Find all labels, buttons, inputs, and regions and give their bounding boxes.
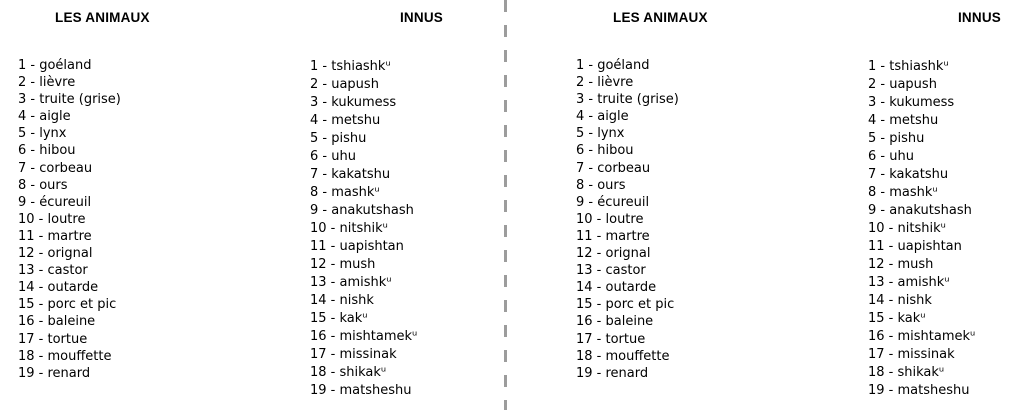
list-item: 17 - missinak (868, 347, 955, 362)
list-item: 5 - pishu (310, 131, 367, 146)
list-item: 7 - corbeau (18, 160, 93, 176)
list-item: 14 - outarde (576, 280, 657, 296)
list-item: 12 - mush (310, 257, 376, 272)
list-item: 17 - tortue (18, 331, 88, 347)
list-item: 15 - porc et pic (576, 297, 675, 313)
list-item: 8 - mashkᵘ (310, 185, 380, 200)
list-item: 19 - matsheshu (868, 383, 970, 398)
innu-animal-list: 1 - tshiashkᵘ 2 - uapush 3 - kukumess 4 - m… (310, 58, 417, 400)
list-item: 12 - orignal (576, 246, 651, 262)
list-item: 4 - aigle (576, 109, 629, 125)
list-item: 9 - écureuil (18, 194, 92, 210)
worksheet-copy-left: LES ANIMAUX INNUS 1 - goéland 2 - lièvre 3… (0, 0, 464, 410)
list-item: 10 - loutre (576, 211, 644, 227)
list-item: 2 - lièvre (18, 75, 76, 91)
list-item: 9 - écureuil (576, 194, 650, 210)
list-item: 18 - shikakᵘ (868, 365, 945, 380)
list-item: 19 - renard (576, 365, 649, 381)
list-item: 4 - metshu (310, 113, 381, 128)
list-item: 6 - uhu (310, 149, 356, 164)
list-item: 4 - aigle (18, 109, 71, 125)
list-item: 10 - nitshikᵘ (868, 221, 946, 236)
list-item: 18 - mouffette (576, 348, 670, 364)
worksheet-copy-right: LES ANIMAUX INNUS 1 - goéland 2 - lièvre 3… (558, 0, 1022, 410)
list-item: 8 - mashkᵘ (868, 185, 938, 200)
list-item: 9 - anakutshash (868, 203, 972, 218)
innu-column-header: INNUS (957, 10, 1001, 25)
list-item: 9 - anakutshash (310, 203, 414, 218)
list-item: 14 - outarde (18, 280, 99, 296)
list-item: 8 - ours (576, 177, 626, 193)
list-item: 3 - truite (grise) (576, 92, 679, 108)
list-item: 17 - missinak (310, 347, 397, 362)
innu-column-header: INNUS (399, 10, 443, 25)
list-item: 2 - uapush (868, 77, 937, 92)
list-item: 13 - castor (18, 263, 88, 279)
list-item: 5 - lynx (18, 126, 67, 142)
list-item: 11 - martre (18, 228, 92, 244)
list-item: 8 - ours (18, 177, 68, 193)
list-item: 1 - tshiashkᵘ (868, 59, 949, 74)
list-item: 11 - martre (576, 228, 650, 244)
list-item: 19 - matsheshu (310, 383, 412, 398)
list-item: 12 - orignal (18, 246, 93, 262)
list-item: 16 - mishtamekᵘ (868, 329, 976, 344)
list-item: 16 - mishtamekᵘ (310, 329, 418, 344)
list-item: 13 - amishkᵘ (310, 275, 392, 290)
list-item: 10 - nitshikᵘ (310, 221, 388, 236)
list-item: 5 - lynx (576, 126, 625, 142)
list-item: 4 - metshu (868, 113, 939, 128)
list-item: 16 - baleine (576, 314, 654, 330)
list-item: 5 - pishu (868, 131, 925, 146)
french-column-header: LES ANIMAUX (613, 10, 708, 25)
list-item: 11 - uapishtan (310, 239, 404, 254)
list-item: 13 - amishkᵘ (868, 275, 950, 290)
list-item: 2 - lièvre (576, 75, 634, 91)
list-item: 1 - goéland (576, 58, 650, 73)
list-item: 19 - renard (18, 365, 91, 381)
list-item: 1 - goéland (18, 58, 92, 73)
dashed-cut-line (504, 0, 507, 410)
list-item: 6 - uhu (868, 149, 914, 164)
list-item: 15 - porc et pic (18, 297, 117, 313)
french-column-header: LES ANIMAUX (55, 10, 150, 25)
french-animal-list: 1 - goéland 2 - lièvre 3 - truite (grise) 4… (576, 57, 679, 382)
list-item: 15 - kakᵘ (310, 311, 368, 326)
list-item: 7 - kakatshu (868, 167, 949, 182)
list-item: 6 - hibou (18, 143, 76, 159)
list-item: 7 - corbeau (576, 160, 651, 176)
list-item: 12 - mush (868, 257, 934, 272)
list-item: 11 - uapishtan (868, 239, 962, 254)
list-item: 17 - tortue (576, 331, 646, 347)
list-item: 16 - baleine (18, 314, 96, 330)
list-item: 3 - truite (grise) (18, 92, 121, 108)
list-item: 15 - kakᵘ (868, 311, 926, 326)
list-item: 2 - uapush (310, 77, 379, 92)
list-item: 18 - shikakᵘ (310, 365, 387, 380)
list-item: 3 - kukumess (868, 95, 955, 110)
list-item: 14 - nishk (868, 293, 932, 308)
list-item: 3 - kukumess (310, 95, 397, 110)
list-item: 1 - tshiashkᵘ (310, 59, 391, 74)
list-item: 6 - hibou (576, 143, 634, 159)
list-item: 14 - nishk (310, 293, 374, 308)
list-item: 7 - kakatshu (310, 167, 391, 182)
list-item: 10 - loutre (18, 211, 86, 227)
innu-animal-list: 1 - tshiashkᵘ 2 - uapush 3 - kukumess 4 - m… (868, 58, 975, 400)
list-item: 18 - mouffette (18, 348, 112, 364)
list-item: 13 - castor (576, 263, 646, 279)
french-animal-list: 1 - goéland 2 - lièvre 3 - truite (grise) 4… (18, 57, 121, 382)
